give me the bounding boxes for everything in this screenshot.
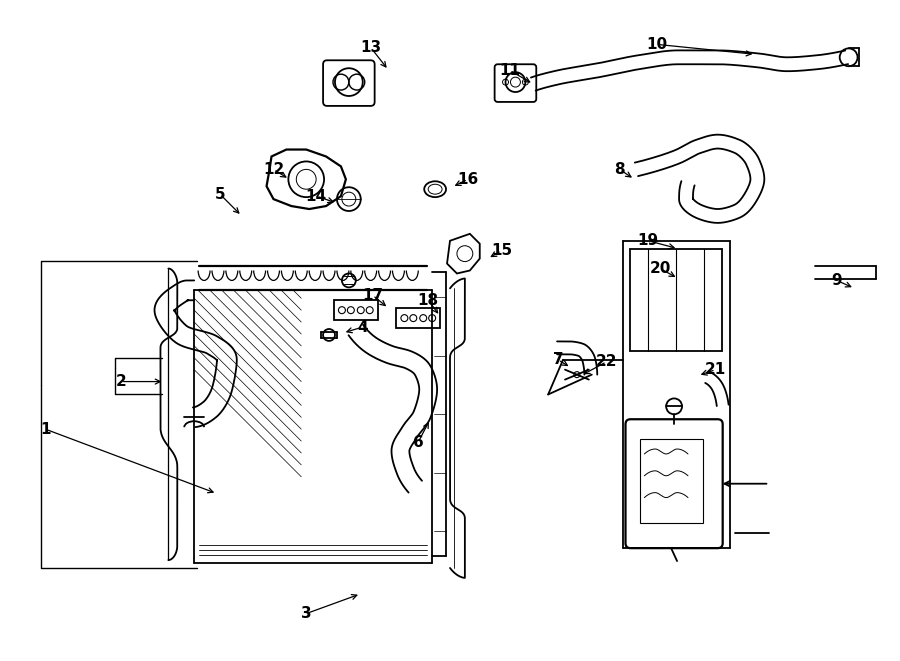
- Text: 15: 15: [491, 243, 512, 258]
- Text: 11: 11: [499, 63, 520, 78]
- Text: 21: 21: [705, 362, 726, 377]
- Text: 7: 7: [553, 352, 563, 368]
- Text: 10: 10: [647, 37, 668, 52]
- Text: 20: 20: [650, 261, 670, 276]
- Text: 4: 4: [357, 319, 368, 334]
- Text: 6: 6: [413, 434, 424, 449]
- Text: 18: 18: [418, 293, 438, 308]
- Text: 9: 9: [832, 273, 842, 288]
- Text: 22: 22: [596, 354, 617, 369]
- Bar: [641, 439, 703, 524]
- Bar: [397, 308, 440, 328]
- Text: 12: 12: [263, 162, 284, 177]
- Bar: [334, 300, 378, 320]
- Text: 5: 5: [214, 186, 225, 202]
- Text: 1: 1: [40, 422, 50, 437]
- Text: 8: 8: [615, 162, 625, 177]
- Text: 13: 13: [360, 40, 382, 55]
- Text: 19: 19: [638, 233, 659, 249]
- Text: 17: 17: [362, 288, 383, 303]
- Text: 16: 16: [457, 172, 479, 187]
- Text: 3: 3: [301, 606, 311, 621]
- Text: 14: 14: [306, 188, 327, 204]
- Text: 2: 2: [115, 374, 126, 389]
